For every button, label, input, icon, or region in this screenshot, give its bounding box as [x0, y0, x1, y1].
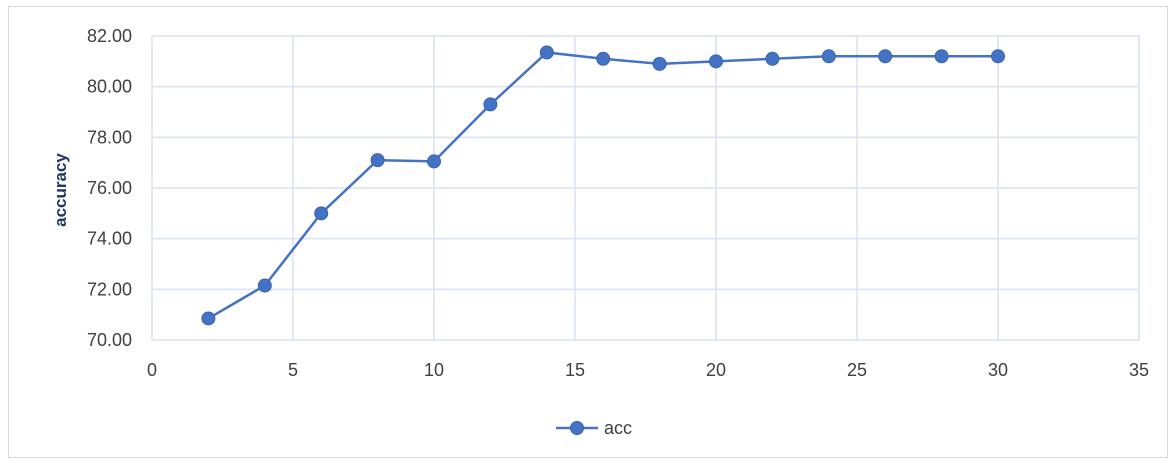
x-tick-labels: 0 5 10 15 20 25 30 35: [147, 360, 1149, 380]
x-tick-label: 10: [424, 360, 444, 380]
data-point: [539, 45, 554, 60]
data-point: [257, 278, 272, 293]
data-point: [370, 153, 385, 168]
data-point: [652, 56, 667, 71]
series-layer: [201, 45, 1005, 326]
data-point: [765, 51, 780, 66]
legend: acc: [556, 418, 632, 438]
x-tick-label: 30: [988, 360, 1008, 380]
y-tick-label: 74.00: [87, 229, 132, 249]
legend-marker: [570, 421, 584, 435]
gridlines: [151, 35, 1140, 341]
y-axis-title: accuracy: [51, 153, 70, 227]
y-tick-label: 80.00: [87, 77, 132, 97]
y-tick-label: 72.00: [87, 279, 132, 299]
x-tick-label: 5: [288, 360, 298, 380]
data-point: [314, 206, 329, 221]
y-tick-label: 70.00: [87, 330, 132, 350]
data-point: [991, 49, 1005, 64]
chart-frame: [8, 6, 1168, 458]
x-tick-label: 20: [706, 360, 726, 380]
data-point: [483, 97, 498, 112]
data-point: [201, 311, 216, 326]
data-point: [878, 49, 893, 64]
y-tick-labels: 70.00 72.00 74.00 76.00 78.00 80.00 82.00: [87, 26, 132, 350]
data-point: [934, 49, 949, 64]
data-point: [427, 154, 441, 169]
x-tick-label: 0: [147, 360, 157, 380]
x-tick-label: 15: [565, 360, 585, 380]
x-tick-label: 35: [1129, 360, 1149, 380]
y-tick-label: 78.00: [87, 127, 132, 147]
legend-label: acc: [604, 418, 632, 438]
data-point: [596, 51, 611, 66]
data-point: [821, 49, 836, 64]
y-tick-label: 76.00: [87, 178, 132, 198]
series-line-acc: [207, 51, 998, 320]
x-tick-label: 25: [847, 360, 867, 380]
data-point: [709, 54, 723, 69]
y-tick-label: 82.00: [87, 26, 132, 46]
